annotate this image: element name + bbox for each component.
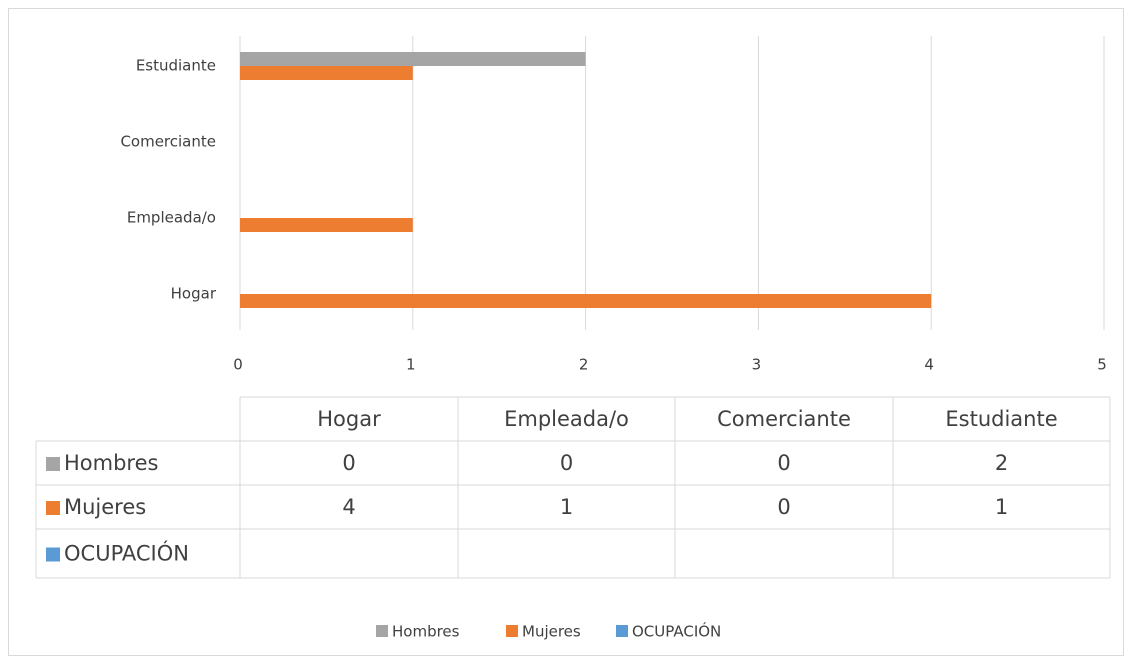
y-tick-label: Hogar [171, 285, 217, 303]
table-key [46, 457, 60, 471]
legend-label: OCUPACIÓN [632, 622, 721, 641]
x-tick-label: 4 [924, 356, 934, 374]
table-cell: 0 [777, 451, 790, 475]
x-tick-label: 5 [1097, 356, 1107, 374]
bar [240, 294, 932, 308]
legend-key [506, 625, 518, 637]
bar [240, 218, 413, 232]
x-tick-label: 0 [233, 356, 243, 374]
legend-label: Mujeres [522, 623, 581, 641]
x-tick-label: 3 [752, 356, 762, 374]
bar [240, 66, 413, 80]
table-cell: 1 [560, 495, 573, 519]
table-row-label: Hombres [64, 451, 158, 475]
table-cell: 4 [342, 495, 355, 519]
table-cell: 1 [995, 495, 1008, 519]
table-row-label: Mujeres [64, 495, 146, 519]
legend-label: Hombres [392, 623, 460, 641]
legend-key [616, 625, 628, 637]
table-row-label: OCUPACIÓN [64, 541, 189, 566]
table-key [46, 501, 60, 515]
x-tick-label: 2 [579, 356, 589, 374]
table-cell: 0 [342, 451, 355, 475]
y-tick-label: Estudiante [136, 57, 216, 75]
table-header: Hogar [317, 407, 381, 431]
table-header: Estudiante [945, 407, 1057, 431]
x-tick-label: 1 [406, 356, 416, 374]
table-cell: 2 [995, 451, 1008, 475]
y-tick-label: Empleada/o [127, 209, 216, 227]
chart-border [8, 8, 1124, 656]
table-cell: 0 [560, 451, 573, 475]
table-cell: 0 [777, 495, 790, 519]
table-header: Comerciante [717, 407, 851, 431]
table-key [46, 547, 60, 562]
bar [240, 52, 586, 66]
table-header: Empleada/o [504, 407, 629, 431]
y-tick-label: Comerciante [120, 133, 216, 151]
legend-key [376, 625, 388, 637]
